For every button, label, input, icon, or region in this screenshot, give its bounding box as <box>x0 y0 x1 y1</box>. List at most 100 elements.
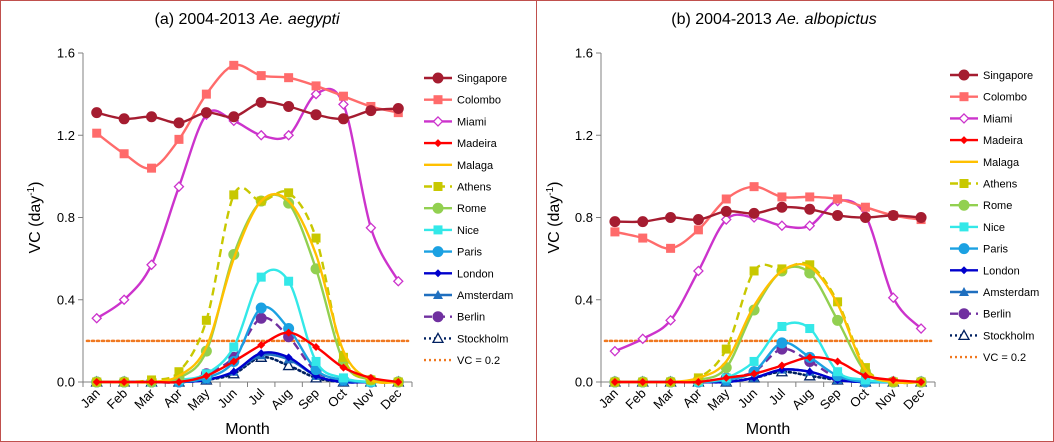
legend-marker-nice <box>959 222 969 232</box>
y-axis-label-superscript: -1 <box>26 186 37 195</box>
legend-marker-stockholm <box>957 329 971 341</box>
x-tick-label: May <box>185 385 213 413</box>
legend-marker-stockholm <box>431 332 445 344</box>
legend-item-miami: Miami <box>950 112 1012 125</box>
legend-marker-singapore <box>958 69 970 81</box>
legend-label-colombo: Colombo <box>457 95 501 107</box>
series-malaga <box>614 262 922 385</box>
y-axis-label-close: ) <box>27 181 44 186</box>
data-point-singapore <box>283 100 295 112</box>
legend-label-rome: Rome <box>983 200 1012 212</box>
data-point-colombo <box>229 60 239 70</box>
data-point-miami <box>338 98 349 110</box>
y-axis-label: VC (day-1) <box>26 181 44 253</box>
data-point-singapore <box>748 207 760 219</box>
legend-marker-nice <box>433 225 443 235</box>
x-tick-label: May <box>704 385 732 413</box>
data-point-madeira <box>366 373 375 382</box>
data-point-singapore <box>804 203 816 215</box>
data-point-miami <box>91 312 103 324</box>
data-point-london <box>284 353 293 362</box>
legend-marker-singapore <box>432 72 444 84</box>
y-tick-label: 0.4 <box>575 292 593 307</box>
series-line-athens <box>614 261 922 385</box>
panel-divider <box>536 0 537 442</box>
legend-label-miami: Miami <box>983 113 1012 125</box>
data-point-nice <box>338 373 348 383</box>
data-point-miami <box>146 259 157 271</box>
legend: Singapore Colombo Miami Madeira Malaga Athens… <box>424 72 513 367</box>
series-athens <box>92 186 403 387</box>
legend-item-berlin: Berlin <box>424 311 485 324</box>
chart-title-species: Ae. aegypti <box>258 11 340 28</box>
legend-marker-athens <box>959 179 969 188</box>
data-point-colombo <box>92 128 102 138</box>
data-point-nice <box>311 356 321 366</box>
chart-title: (a) 2004-2013 Ae. aegypti <box>154 11 339 28</box>
legend-label-nice: Nice <box>983 222 1005 234</box>
data-point-miami <box>283 129 295 141</box>
series-line-paris <box>614 341 922 384</box>
legend-label-amsterdam: Amsterdam <box>457 290 513 302</box>
data-point-athens <box>749 266 759 276</box>
legend-item-madeira: Madeira <box>950 135 1024 147</box>
x-tick-label: Sep <box>295 386 322 413</box>
data-point-singapore <box>832 209 844 221</box>
legend-marker-paris <box>958 243 970 255</box>
data-point-madeira <box>257 340 266 349</box>
legend-item-stockholm: Stockholm <box>424 332 508 345</box>
x-axis-label: Month <box>746 421 790 438</box>
y-tick-label: 0.0 <box>57 375 75 390</box>
legend-label-berlin: Berlin <box>457 312 485 324</box>
x-tick-label: Jun <box>735 386 760 411</box>
data-point-singapore <box>720 205 732 217</box>
series-miami <box>91 87 404 324</box>
data-point-stockholm <box>282 359 295 371</box>
x-tick-label: Jan <box>596 386 621 411</box>
data-point-madeira <box>694 378 703 386</box>
x-tick-label: Apr <box>680 385 705 410</box>
y-tick-label: 0.0 <box>575 375 593 390</box>
data-point-colombo <box>666 243 676 253</box>
data-point-athens <box>777 264 787 274</box>
data-point-singapore <box>609 216 621 228</box>
data-point-singapore <box>365 105 377 117</box>
x-tick-label: Jul <box>245 385 267 407</box>
chart-panel-a: (a) 2004-2013 Ae. aegypti 0.0 0.4 0.8 1.2 1.6… <box>26 11 513 438</box>
data-point-colombo <box>284 73 294 83</box>
legend-label-london: London <box>457 268 494 280</box>
data-point-madeira <box>229 357 238 366</box>
legend-marker-madeira <box>434 139 442 148</box>
legend-item-nice: Nice <box>424 225 479 237</box>
data-point-colombo <box>147 163 157 173</box>
data-point-madeira <box>750 369 759 378</box>
legend-item-paris: Paris <box>424 246 483 259</box>
data-point-miami <box>637 333 649 345</box>
series-singapore <box>91 96 404 129</box>
data-point-singapore <box>91 107 103 119</box>
legend-item-athens: Athens <box>424 182 492 194</box>
data-point-miami <box>776 220 788 232</box>
x-tick-label: Mar <box>131 385 158 412</box>
data-point-madeira <box>174 378 183 386</box>
data-point-miami <box>804 220 816 232</box>
data-point-nice <box>805 324 815 334</box>
data-point-madeira <box>833 357 842 366</box>
legend-item-colombo: Colombo <box>950 92 1027 104</box>
legend-label-athens: Athens <box>983 179 1018 191</box>
x-tick-label: Aug <box>789 386 816 413</box>
data-point-colombo <box>749 182 759 192</box>
x-tick-label: Sep <box>817 386 844 413</box>
y-tick-label: 1.6 <box>575 46 593 61</box>
legend-item-rome: Rome <box>950 199 1012 212</box>
series-line-singapore <box>96 100 399 125</box>
data-point-miami <box>118 294 130 306</box>
legend-marker-london <box>960 266 968 275</box>
legend-label-athens: Athens <box>457 182 492 194</box>
data-point-singapore <box>637 216 649 228</box>
data-point-athens <box>805 260 815 270</box>
series-colombo <box>92 60 403 173</box>
data-point-madeira <box>339 363 348 372</box>
x-tick-label: Jun <box>214 386 239 411</box>
legend-marker-athens <box>433 182 443 191</box>
